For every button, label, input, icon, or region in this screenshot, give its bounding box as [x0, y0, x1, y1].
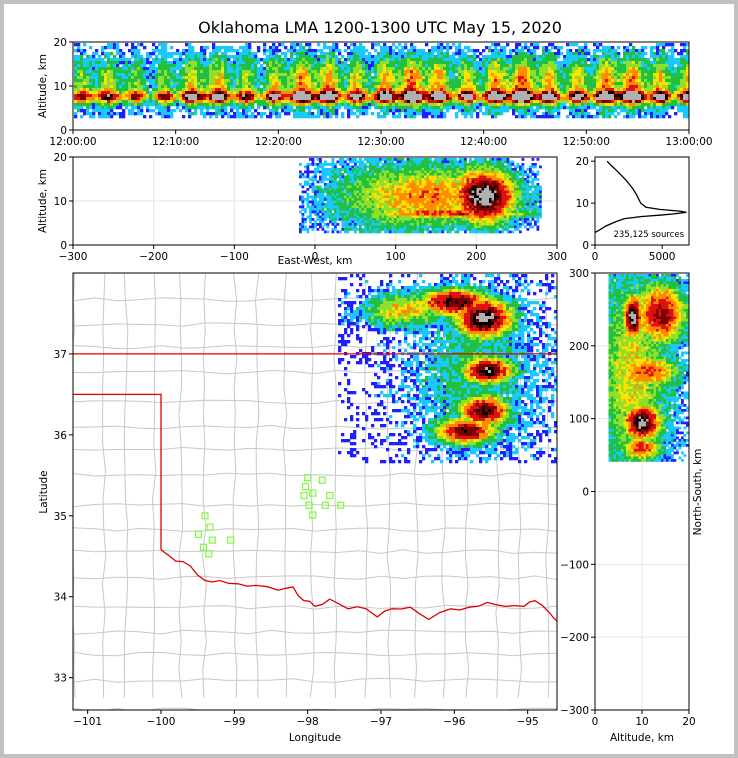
- station-marker: [337, 501, 345, 509]
- north-south-xtick: 10: [635, 716, 648, 728]
- time-height-ylabel: Altitude, km: [37, 54, 49, 118]
- station-marker: [304, 474, 312, 482]
- histogram-xtick: 0: [592, 251, 599, 263]
- north-south-ytick: −200: [560, 632, 589, 644]
- histogram-ytick: 10: [576, 198, 589, 210]
- station-marker: [301, 483, 310, 491]
- plan-view-xtick: −97: [370, 716, 392, 728]
- station-marker: [208, 536, 216, 544]
- north-south-xtick: 20: [682, 716, 695, 728]
- time-height-ytick: 20: [54, 37, 67, 49]
- east-west-xtick: 0: [312, 251, 319, 263]
- altitude-histogram-line: [594, 160, 687, 233]
- time-height-xtick: 12:30:00: [357, 136, 404, 148]
- station-marker: [206, 523, 214, 531]
- plan-view-xtick: −98: [297, 716, 319, 728]
- lma-figure: Oklahoma LMA 1200-1300 UTC May 15, 2020 …: [37, 18, 713, 744]
- station-marker: [309, 511, 317, 519]
- north-south-xtick: 0: [592, 716, 599, 728]
- station-marker: [205, 550, 213, 558]
- station-marker: [305, 501, 313, 509]
- histogram-xtick: 5000: [649, 251, 676, 263]
- plan-view-ytick: 33: [54, 673, 67, 685]
- time-height-xtick: 12:50:00: [563, 136, 610, 148]
- plan-view-frame: [72, 272, 558, 711]
- station-marker: [326, 491, 334, 500]
- figure-frame: Oklahoma LMA 1200-1300 UTC May 15, 2020 …: [4, 4, 734, 754]
- station-marker: [201, 512, 209, 520]
- plan-view-xtick: −95: [517, 716, 539, 728]
- plan-view-xtick: −100: [147, 716, 176, 728]
- east-west-ytick: 0: [60, 240, 67, 252]
- north-south-heatmap: [608, 274, 689, 462]
- east-west-heatmap: [299, 158, 542, 234]
- north-south-ytick: 0: [582, 487, 589, 499]
- plan-view-xtick: −101: [73, 716, 102, 728]
- time-height-ytick: 0: [60, 125, 67, 137]
- plan-view-xlabel: Longitude: [289, 732, 341, 744]
- plan-view-ytick: 36: [54, 430, 68, 442]
- east-west-ylabel: Altitude, km: [37, 169, 49, 233]
- plan-view-ytick: 37: [54, 349, 67, 361]
- station-marker: [321, 501, 329, 509]
- plan-view-heatmap: [338, 274, 557, 464]
- time-height-panel: 0 10 20 12:00:00 12:10:00 12:20:00 12:30:00 12:…: [37, 37, 713, 148]
- east-west-ytick: 20: [54, 152, 67, 164]
- station-marker: [318, 476, 326, 484]
- time-height-heatmap: [74, 43, 690, 119]
- time-height-xtick: 12:10:00: [152, 136, 199, 148]
- plan-view-ylabel: Latitude: [38, 470, 50, 513]
- time-height-xtick: 13:00:00: [665, 136, 712, 148]
- time-height-xtick: 12:20:00: [255, 136, 302, 148]
- east-west-xtick: −100: [220, 251, 249, 263]
- east-west-xlabel: East-West, km: [278, 255, 353, 267]
- plan-view-xtick: −96: [443, 716, 465, 728]
- histogram-ytick: 20: [576, 156, 589, 168]
- east-west-xtick: 200: [466, 251, 486, 263]
- time-height-ytick: 10: [54, 81, 67, 93]
- north-south-ylabel: North-South, km: [692, 449, 704, 536]
- east-west-ytick: 10: [54, 196, 67, 208]
- north-south-ytick: 300: [569, 268, 589, 280]
- east-west-xtick: 100: [386, 251, 406, 263]
- north-south-ytick: −100: [560, 559, 589, 571]
- station-marker: [227, 536, 235, 544]
- plan-view-xtick: −99: [223, 716, 245, 728]
- north-south-ytick: 200: [569, 341, 589, 353]
- altitude-histogram-panel: 235,125 sources 0 5000 0 10 20: [576, 156, 690, 263]
- oklahoma-texas-west-border: [73, 393, 162, 550]
- east-west-xtick: −200: [139, 251, 168, 263]
- lma-stations: [194, 474, 345, 558]
- station-marker: [300, 491, 308, 500]
- north-south-ytick: 100: [569, 414, 589, 426]
- state-borders: [73, 353, 557, 622]
- altitude-histogram-frame: [594, 156, 690, 246]
- station-marker: [199, 543, 208, 551]
- east-west-xtick: −300: [59, 251, 88, 263]
- time-height-xtick: 12:00:00: [49, 136, 96, 148]
- plan-view-ytick: 35: [54, 511, 67, 523]
- histogram-ytick: 0: [582, 240, 589, 252]
- plan-view-ytick: 34: [54, 592, 68, 604]
- east-west-panel: −300 −200 −100 0 100 200 300 0 10 20 Altitude, km…: [37, 152, 567, 267]
- east-west-xtick: 300: [547, 251, 567, 263]
- station-marker: [309, 489, 317, 497]
- plan-view-panel: −101 −100 −99 −98 −97 −96 −95 33 34 35 36 37 Latitu…: [38, 272, 558, 744]
- station-marker: [194, 530, 202, 539]
- north-south-panel: 0 10 20 300 200 100 0 −100 −200 −300 Altitude, km…: [560, 268, 704, 744]
- figure-title: Oklahoma LMA 1200-1300 UTC May 15, 2020: [198, 18, 562, 37]
- county-borders: [73, 273, 557, 710]
- north-south-ytick: −300: [560, 705, 589, 717]
- time-height-xtick: 12:40:00: [460, 136, 507, 148]
- north-south-xlabel: Altitude, km: [610, 732, 674, 744]
- red-river-border: [160, 549, 557, 622]
- source-count-annotation: 235,125 sources: [613, 230, 684, 240]
